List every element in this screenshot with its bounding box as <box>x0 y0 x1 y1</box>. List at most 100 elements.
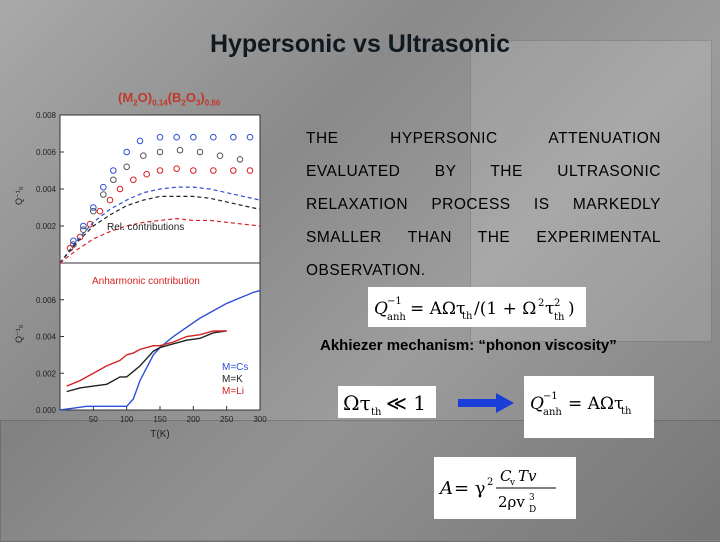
bottom-y-tick-label: 0.000 <box>36 406 57 415</box>
q-anh-full-equation: Q −1 anh = AΩτ th /(1 + Ω 2 τ 2 th ) <box>368 287 586 327</box>
x-tick-label: 200 <box>187 415 201 424</box>
implies-arrow-icon <box>458 393 514 413</box>
legend-entry: M=K <box>222 374 243 385</box>
marker-cs <box>230 133 237 141</box>
marker-k <box>123 163 130 171</box>
bottom-y-tick-label: 0.006 <box>36 296 57 305</box>
svg-text:= AΩτ: = AΩτ <box>410 299 465 319</box>
conclusion-line: THE HYPERSONIC ATTENUATION <box>306 130 661 147</box>
conclusion-line: SMALLER THAN THE EXPERIMENTAL <box>306 229 661 246</box>
marker-li <box>130 176 137 184</box>
marker-cs <box>80 222 87 230</box>
marker-k <box>110 176 117 184</box>
marker-li <box>190 167 197 174</box>
line-m-li <box>66 330 227 387</box>
marker-cs <box>246 133 254 141</box>
svg-text:D: D <box>529 505 536 515</box>
x-axis-label: T(K) <box>150 429 169 440</box>
x-tick-label: 50 <box>89 415 98 424</box>
x-tick-label: 300 <box>253 415 267 424</box>
x-tick-label: 150 <box>153 415 167 424</box>
marker-li <box>96 207 104 215</box>
svg-text:2: 2 <box>554 298 560 309</box>
dashed-curve-cs <box>59 186 261 264</box>
marker-k <box>176 146 184 154</box>
marker-k <box>100 191 107 198</box>
marker-li <box>210 167 217 174</box>
marker-k <box>196 148 204 156</box>
a-definition-equation: A = γ 2 C v Tv 2ρv 3 D <box>434 457 576 519</box>
marker-cs <box>156 133 164 141</box>
svg-text:2: 2 <box>538 298 544 309</box>
svg-text:anh: anh <box>543 407 562 418</box>
bottom-y-axis-label: Q⁻¹₀ <box>14 324 24 343</box>
legend-entry: M=Li <box>222 386 244 397</box>
svg-text:v: v <box>509 478 516 488</box>
marker-k <box>90 207 97 215</box>
q-anh-full-formula: Q −1 anh = AΩτ th /(1 + Ω 2 τ 2 th ) <box>374 296 575 323</box>
marker-li <box>116 185 124 193</box>
marker-li <box>143 170 150 178</box>
marker-li <box>173 165 180 172</box>
marker-k <box>70 241 77 248</box>
marker-li <box>86 220 94 228</box>
marker-k <box>216 152 224 160</box>
akhiezer-caption: Akhiezer mechanism: “phonon viscosity” <box>320 337 617 354</box>
svg-text:anh: anh <box>387 312 406 323</box>
svg-text:Ωτ: Ωτ <box>343 391 371 415</box>
conclusion-line: RELAXATION PROCESS IS MARKEDLY <box>306 196 661 213</box>
svg-text:= γ: = γ <box>454 478 486 499</box>
top-y-axis-label: Q⁻¹₀ <box>14 186 24 205</box>
svg-text:): ) <box>568 299 575 319</box>
legend-entry: M=Cs <box>222 362 248 373</box>
background-bench <box>0 420 720 542</box>
svg-text:≪ 1: ≪ 1 <box>386 391 426 415</box>
conclusion-line: OBSERVATION. <box>306 262 426 279</box>
marker-cs <box>70 237 77 245</box>
conclusion-line: EVALUATED BY THE ULTRASONIC <box>306 163 661 180</box>
marker-cs <box>190 133 197 141</box>
svg-text:/(1 + Ω: /(1 + Ω <box>474 299 536 319</box>
marker-li <box>106 196 114 204</box>
q-anh-simple-equation: Q −1 anh = AΩτ th <box>524 376 654 438</box>
marker-k <box>140 152 147 160</box>
svg-text:3: 3 <box>529 493 535 503</box>
svg-text:th: th <box>371 407 382 418</box>
svg-text:Q: Q <box>374 299 388 319</box>
marker-cs <box>90 204 97 211</box>
marker-li <box>246 167 254 174</box>
attenuation-charts: 0.008 0.006 0.004 0.002 Q⁻¹₀ Rel. contributio… <box>14 111 267 440</box>
svg-text:−1: −1 <box>543 391 558 402</box>
marker-cs <box>100 183 107 191</box>
marker-li <box>156 167 164 174</box>
conclusion-text: THE HYPERSONIC ATTENUATION EVALUATED BY … <box>306 122 661 287</box>
top-y-tick-label: 0.004 <box>36 185 57 194</box>
slide-title: Hypersonic vs Ultrasonic <box>209 30 511 58</box>
svg-text:th: th <box>554 312 565 323</box>
marker-cs <box>173 133 180 141</box>
top-y-tick-label: 0.006 <box>36 148 57 157</box>
line-m-k <box>66 330 227 393</box>
marker-li <box>230 167 237 174</box>
bottom-y-tick-label: 0.002 <box>36 369 57 378</box>
svg-text:2: 2 <box>487 477 493 488</box>
composition-formula: (M2O)0.14(B2O3)0.86 <box>118 90 221 108</box>
relaxation-annotation: Rel. contributions <box>107 222 184 233</box>
svg-text:Q: Q <box>530 394 544 414</box>
q-anh-simple-formula: Q −1 anh = AΩτ th <box>530 391 632 418</box>
svg-text:C: C <box>500 467 512 485</box>
x-tick-label: 250 <box>220 415 234 424</box>
condition-equation: Ωτ th ≪ 1 <box>338 386 436 418</box>
a-definition-formula: A = γ 2 C v Tv 2ρv 3 D <box>438 467 556 515</box>
svg-text:= AΩτ: = AΩτ <box>568 394 623 414</box>
svg-text:τ: τ <box>545 299 554 319</box>
svg-text:−1: −1 <box>387 296 402 307</box>
bottom-y-tick-label: 0.004 <box>36 333 57 342</box>
svg-text:th: th <box>462 311 473 322</box>
svg-text:th: th <box>621 406 632 417</box>
marker-cs <box>123 148 130 156</box>
top-y-tick-label: 0.002 <box>36 222 57 231</box>
x-tick-label: 100 <box>120 415 134 424</box>
dashed-curve-k <box>59 195 261 264</box>
anharmonic-annotation: Anharmonic contribution <box>92 276 200 287</box>
